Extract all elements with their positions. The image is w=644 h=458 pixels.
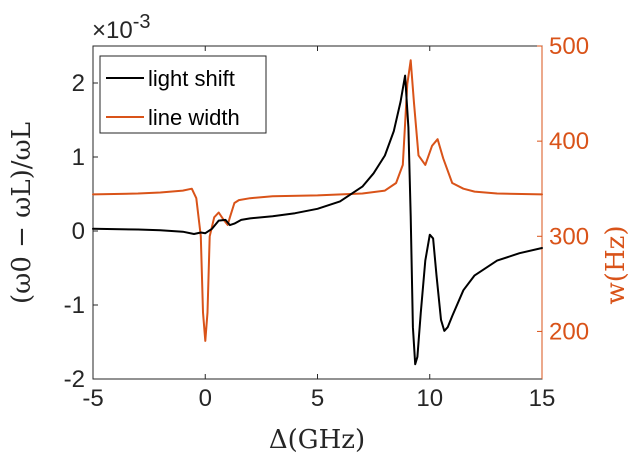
y-left-tick-label: -1 [64,292,85,319]
y-right-tick-label: 200 [549,318,589,345]
y-exponent-label: ×10-3 [92,11,151,44]
y-right-axis-ticks: 200 300 400 500 [537,33,589,379]
legend-label-light-shift: light shift [148,66,235,91]
series-line-light-shift [92,74,543,366]
y-left-tick-label: 0 [72,218,85,245]
legend-box [99,55,267,134]
series-line-line-width [92,59,543,342]
x-tick-label: -5 [82,385,103,412]
legend: light shift line width [99,55,267,134]
y-right-axis-title: w(Hz) [601,226,631,305]
legend-label-line-width: line width [148,105,240,130]
x-tick-label: 0 [199,385,212,412]
y-left-axis-ticks: -2 -1 0 1 2 [64,70,98,393]
y-left-tick-label: 2 [72,70,85,97]
y-right-tick-label: 500 [549,33,589,60]
x-axis-title: Δ(GHz) [269,425,365,455]
x-axis-ticks: -5 0 5 10 15 [82,46,555,412]
x-tick-label: 15 [529,385,556,412]
x-tick-label: 10 [416,385,443,412]
y-left-axis-title: (ω0 − ωL)/ωL [7,122,37,304]
x-tick-label: 5 [311,385,324,412]
y-exponent-power: -3 [133,11,151,33]
y-right-tick-label: 300 [549,223,589,250]
y-left-tick-label: -2 [64,366,85,393]
y-right-tick-label: 400 [549,128,589,155]
series-layer [92,59,543,366]
y-left-tick-label: 1 [72,144,85,171]
